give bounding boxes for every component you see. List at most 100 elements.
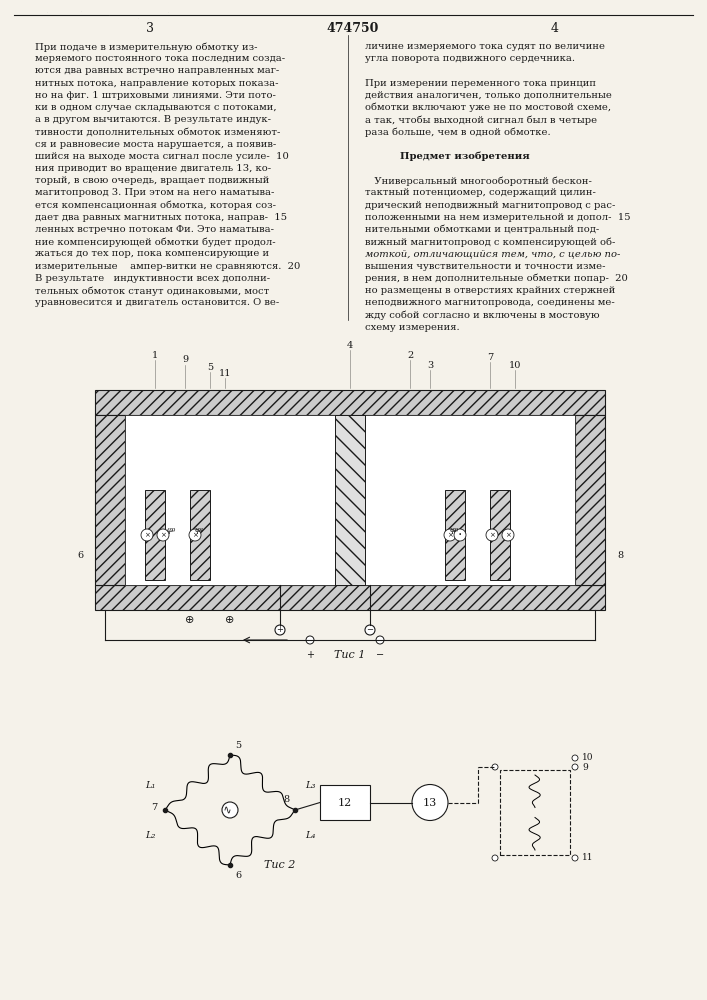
Circle shape xyxy=(492,764,498,770)
Text: дрический неподвижный магнитопровод с рас-: дрический неподвижный магнитопровод с ра… xyxy=(365,201,615,210)
Text: неподвижного магнитопровода, соединены ме-: неподвижного магнитопровода, соединены м… xyxy=(365,298,615,307)
Circle shape xyxy=(572,855,578,861)
Text: .: . xyxy=(173,12,175,16)
Bar xyxy=(500,770,570,855)
Circle shape xyxy=(492,855,498,861)
Polygon shape xyxy=(125,415,575,585)
Text: −: − xyxy=(366,626,373,635)
Text: торый, в свою очередь, вращает подвижный: торый, в свою очередь, вращает подвижный xyxy=(35,176,269,185)
Text: положенными на нем измерительной и допол-  15: положенными на нем измерительной и допол… xyxy=(365,213,631,222)
Circle shape xyxy=(572,755,578,761)
Text: ния приводит во вращение двигатель 13, ко-: ния приводит во вращение двигатель 13, к… xyxy=(35,164,271,173)
Text: измерительные    ампер-витки не сравняются.  20: измерительные ампер-витки не сравняются.… xyxy=(35,262,300,271)
Polygon shape xyxy=(490,490,510,580)
Text: действия аналогичен, только дополнительные: действия аналогичен, только дополнительн… xyxy=(365,91,612,100)
Circle shape xyxy=(412,784,448,820)
Text: .: . xyxy=(51,14,52,18)
Text: ×: × xyxy=(447,532,453,538)
Text: 3: 3 xyxy=(427,360,433,369)
Text: φ₉: φ₉ xyxy=(167,526,176,534)
Text: а так, чтобы выходной сигнал был в четыре: а так, чтобы выходной сигнал был в четыр… xyxy=(365,115,597,125)
Text: 5: 5 xyxy=(207,362,213,371)
Text: дает два равных магнитных потока, направ-  15: дает два равных магнитных потока, направ… xyxy=(35,213,287,222)
Text: ×: × xyxy=(192,532,198,538)
Text: 7: 7 xyxy=(151,802,157,812)
Text: ки в одном случае складываются с потоками,: ки в одном случае складываются с потокам… xyxy=(35,103,276,112)
Polygon shape xyxy=(95,585,605,610)
Text: L₄: L₄ xyxy=(305,830,315,840)
Circle shape xyxy=(157,529,169,541)
Polygon shape xyxy=(190,490,210,580)
Text: тельных обмоток станут одинаковыми, мост: тельных обмоток станут одинаковыми, мост xyxy=(35,286,269,296)
Text: L₁: L₁ xyxy=(145,780,156,790)
Circle shape xyxy=(572,764,578,770)
Text: φ₄: φ₄ xyxy=(195,526,204,534)
Polygon shape xyxy=(145,490,165,580)
Text: личине измеряемого тока судят по величине: личине измеряемого тока судят по величин… xyxy=(365,42,605,51)
Text: 474750: 474750 xyxy=(327,21,379,34)
Polygon shape xyxy=(575,415,605,585)
Text: обмотки включают уже не по мостовой схеме,: обмотки включают уже не по мостовой схем… xyxy=(365,103,611,112)
Text: 9: 9 xyxy=(582,762,588,772)
Bar xyxy=(320,785,370,820)
Text: 9: 9 xyxy=(182,356,188,364)
Text: 11: 11 xyxy=(218,368,231,377)
Text: 4: 4 xyxy=(347,340,353,350)
Text: ⊕: ⊕ xyxy=(185,615,194,625)
Text: раза больше, чем в одной обмотке.: раза больше, чем в одной обмотке. xyxy=(365,127,551,137)
Text: 4: 4 xyxy=(551,21,559,34)
Text: угла поворота подвижного сердечника.: угла поворота подвижного сердечника. xyxy=(365,54,575,63)
Circle shape xyxy=(141,529,153,541)
Text: +: + xyxy=(276,626,284,635)
Text: нитных потока, направление которых показа-: нитных потока, направление которых показ… xyxy=(35,79,279,88)
Text: Τис 1: Τис 1 xyxy=(334,650,366,660)
Text: 7: 7 xyxy=(487,353,493,361)
Polygon shape xyxy=(445,490,465,580)
Text: 8: 8 xyxy=(617,550,623,560)
Text: тивности дополнительных обмоток изменяют-: тивности дополнительных обмоток изменяют… xyxy=(35,127,281,136)
Text: 13: 13 xyxy=(423,798,437,808)
Text: При подаче в измерительную обмотку из-: При подаче в измерительную обмотку из- xyxy=(35,42,257,51)
Text: шийся на выходе моста сигнал после усиле-  10: шийся на выходе моста сигнал после усиле… xyxy=(35,152,289,161)
Text: но на фиг. 1 штриховыми линиями. Эти пото-: но на фиг. 1 штриховыми линиями. Эти пот… xyxy=(35,91,276,100)
Circle shape xyxy=(222,802,238,818)
Circle shape xyxy=(306,636,314,644)
Text: магитопровод 3. При этом на него наматыва-: магитопровод 3. При этом на него наматыв… xyxy=(35,188,274,197)
Text: нительными обмотками и центральный под-: нительными обмотками и центральный под- xyxy=(365,225,600,234)
Text: моткой, отличающийся тем, что, с целью по-: моткой, отличающийся тем, что, с целью п… xyxy=(365,249,620,258)
Circle shape xyxy=(365,625,375,635)
Text: .: . xyxy=(84,10,85,14)
Text: В результате   индуктивности всех дополни-: В результате индуктивности всех дополни- xyxy=(35,274,270,283)
Text: меряемого постоянного тока последним созда-: меряемого постоянного тока последним соз… xyxy=(35,54,285,63)
Text: уравновесится и двигатель остановится. О ве-: уравновесится и двигатель остановится. О… xyxy=(35,298,279,307)
Text: +: + xyxy=(306,650,314,660)
Text: ×: × xyxy=(160,532,166,538)
Text: 6: 6 xyxy=(235,870,241,880)
Text: 11: 11 xyxy=(582,854,593,862)
Text: −: − xyxy=(376,650,384,660)
Circle shape xyxy=(502,529,514,541)
Polygon shape xyxy=(335,415,365,585)
Text: 6: 6 xyxy=(77,550,83,560)
Text: ленных встречно потокам Φи. Это наматыва-: ленных встречно потокам Φи. Это наматыва… xyxy=(35,225,274,234)
Text: ются два равных встречно направленных маг-: ются два равных встречно направленных ма… xyxy=(35,66,279,75)
Polygon shape xyxy=(95,415,125,585)
Text: жаться до тех пор, пока компенсирующие и: жаться до тех пор, пока компенсирующие и xyxy=(35,249,269,258)
Text: 8: 8 xyxy=(284,796,290,804)
Text: Τис 2: Τис 2 xyxy=(264,860,296,870)
Text: .: . xyxy=(110,11,111,15)
Text: ⊕: ⊕ xyxy=(226,615,235,625)
Circle shape xyxy=(454,529,466,541)
Circle shape xyxy=(275,625,285,635)
Text: ×: × xyxy=(144,532,150,538)
Text: φ₉: φ₉ xyxy=(450,526,460,534)
Text: Предмет изобретения: Предмет изобретения xyxy=(365,152,530,161)
Text: 10: 10 xyxy=(582,754,593,762)
Text: 5: 5 xyxy=(235,740,241,750)
Text: ется компенсационная обмотка, которая соз-: ется компенсационная обмотка, которая со… xyxy=(35,201,276,210)
Text: L₂: L₂ xyxy=(145,830,156,840)
Text: вышения чувствительности и точности изме-: вышения чувствительности и точности изме… xyxy=(365,262,605,271)
Text: При измерении переменного тока принцип: При измерении переменного тока принцип xyxy=(365,79,596,88)
Text: тактный потенциомер, содержащий цилин-: тактный потенциомер, содержащий цилин- xyxy=(365,188,596,197)
Text: Универсальный многооборотный бескон-: Универсальный многооборотный бескон- xyxy=(365,176,592,186)
